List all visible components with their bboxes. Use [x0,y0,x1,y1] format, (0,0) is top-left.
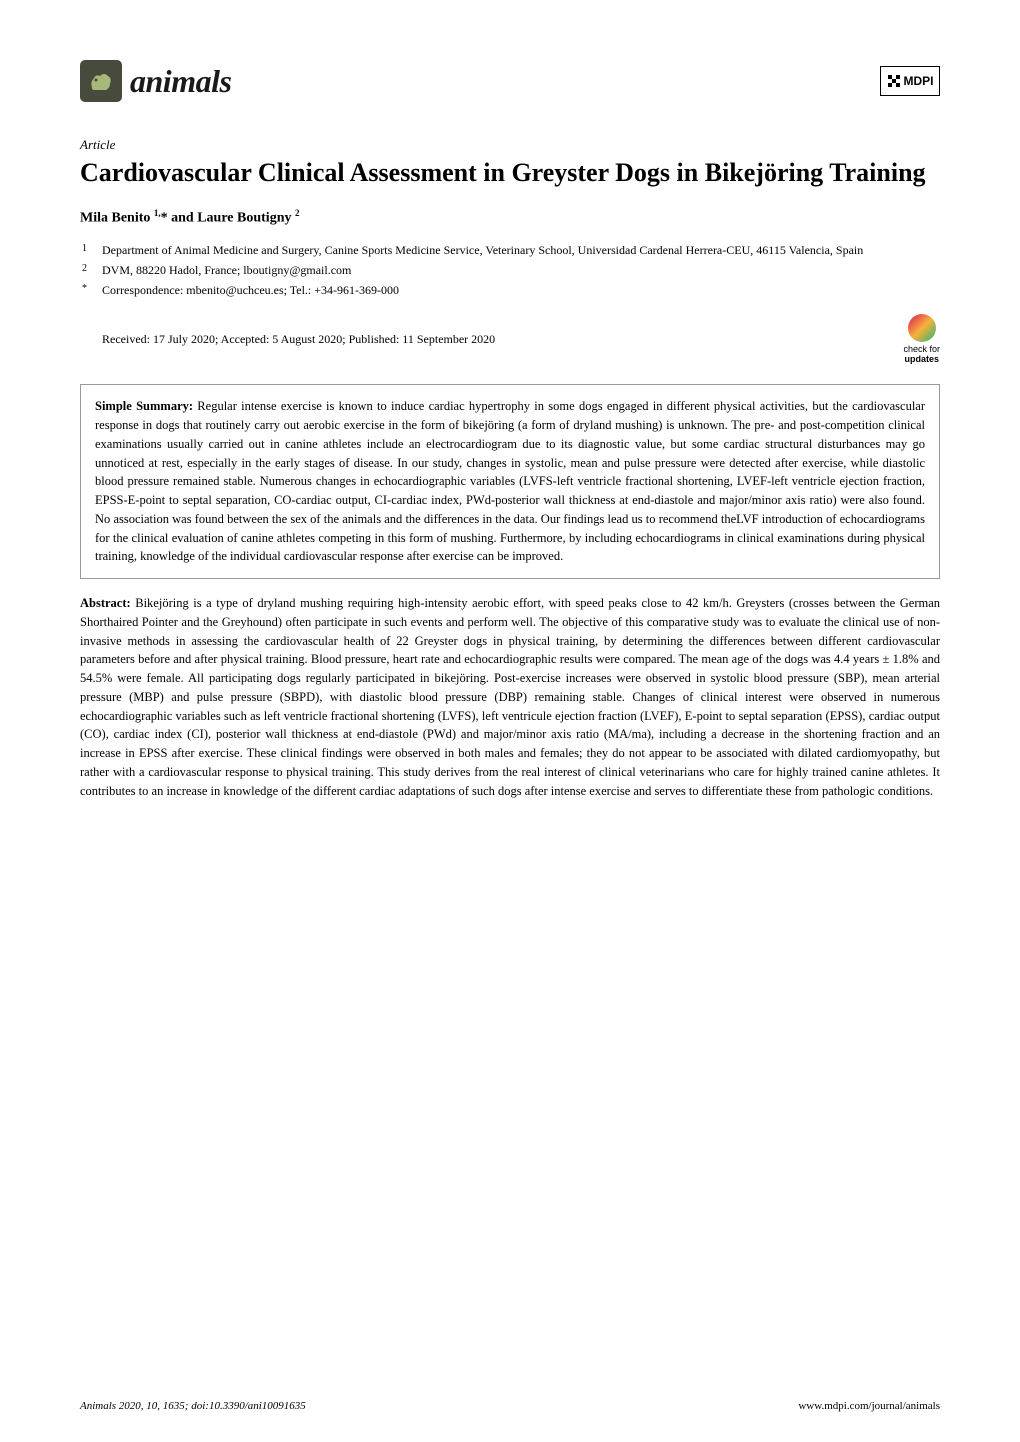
journal-logo: animals [80,60,231,102]
publisher-name: MDPI [904,74,934,88]
simple-summary-box: Simple Summary: Regular intense exercise… [80,384,940,579]
journal-name: animals [130,63,231,100]
check-updates-badge[interactable]: check for updates [903,314,940,364]
publication-dates: Received: 17 July 2020; Accepted: 5 Augu… [80,332,495,347]
footer: Animals 2020, 10, 1635; doi:10.3390/ani1… [80,1400,940,1412]
affiliation-item: 2DVM, 88220 Hadol, France; lboutigny@gma… [102,261,940,279]
article-type: Article [80,137,940,153]
simple-summary-label: Simple Summary: [95,399,193,413]
header: animals MDPI [80,60,940,102]
affiliation-item: 1Department of Animal Medicine and Surge… [102,241,940,259]
mdpi-icon [887,74,901,88]
abstract-label: Abstract: [80,596,131,610]
authors: Mila Benito 1,* and Laure Boutigny 2 [80,208,940,227]
abstract-section: Abstract: Bikejöring is a type of drylan… [80,594,940,800]
affiliations: 1Department of Animal Medicine and Surge… [80,241,940,299]
affiliation-item: *Correspondence: mbenito@uchceu.es; Tel.… [102,281,940,299]
dates-row: Received: 17 July 2020; Accepted: 5 Augu… [80,314,940,364]
footer-url[interactable]: www.mdpi.com/journal/animals [798,1400,940,1412]
animals-icon [80,60,122,102]
article-title: Cardiovascular Clinical Assessment in Gr… [80,156,940,190]
simple-summary-text: Regular intense exercise is known to ind… [95,399,925,563]
check-updates-label2: updates [904,354,939,364]
check-updates-icon [908,314,936,342]
footer-citation: Animals 2020, 10, 1635; doi:10.3390/ani1… [80,1400,306,1412]
check-updates-label1: check for [903,344,940,354]
publisher-logo: MDPI [880,66,940,96]
abstract-text: Bikejöring is a type of dryland mushing … [80,596,940,798]
